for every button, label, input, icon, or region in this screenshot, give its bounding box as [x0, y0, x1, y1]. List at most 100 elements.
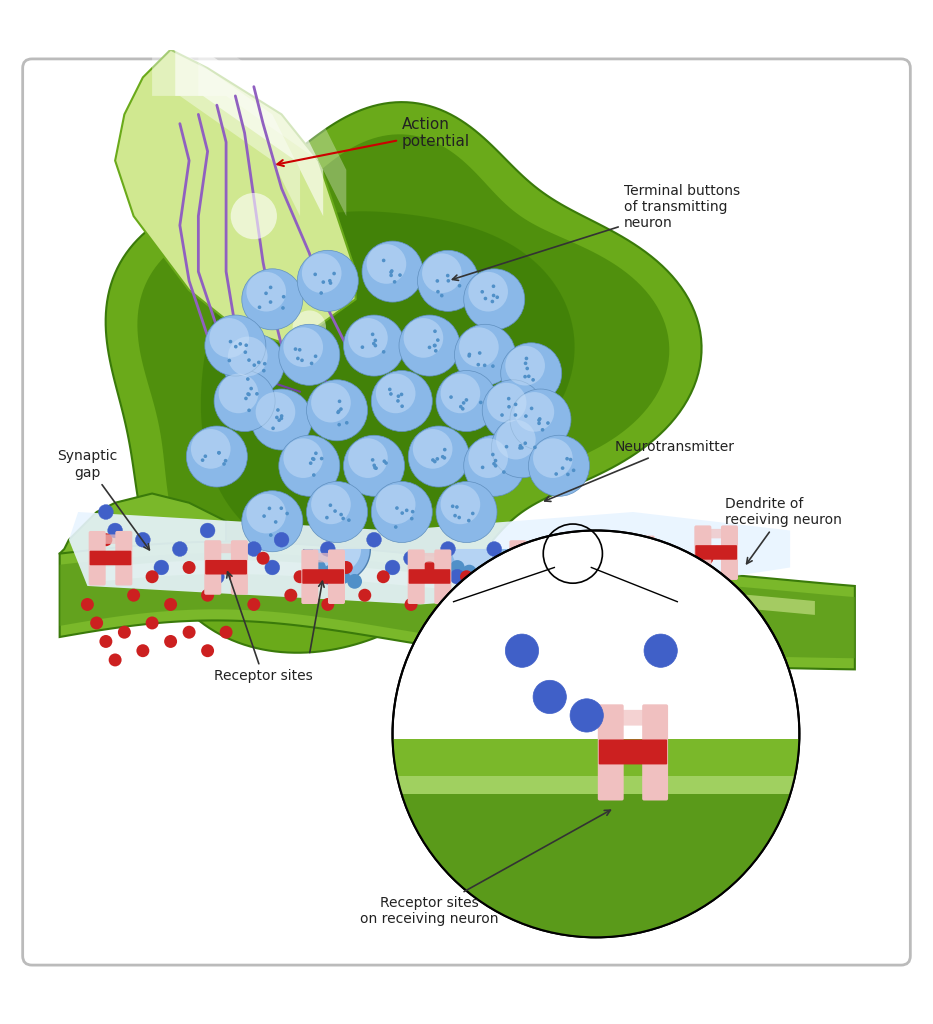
Circle shape	[372, 464, 376, 467]
Circle shape	[383, 460, 386, 463]
Circle shape	[367, 244, 406, 284]
FancyBboxPatch shape	[230, 541, 248, 595]
Circle shape	[384, 461, 388, 465]
Circle shape	[467, 352, 471, 356]
Circle shape	[457, 516, 461, 519]
Polygon shape	[201, 211, 575, 556]
Circle shape	[436, 371, 497, 431]
Circle shape	[348, 438, 388, 478]
Circle shape	[474, 569, 489, 584]
Circle shape	[520, 446, 523, 450]
Polygon shape	[137, 134, 669, 622]
Polygon shape	[60, 542, 855, 670]
Circle shape	[246, 494, 286, 534]
Circle shape	[388, 387, 392, 391]
Circle shape	[307, 481, 368, 543]
Circle shape	[468, 438, 508, 478]
Circle shape	[209, 318, 249, 357]
FancyBboxPatch shape	[302, 569, 344, 584]
Circle shape	[412, 429, 453, 469]
FancyBboxPatch shape	[638, 536, 655, 590]
Circle shape	[118, 626, 131, 639]
Circle shape	[494, 459, 497, 463]
Circle shape	[507, 397, 510, 400]
Circle shape	[479, 400, 482, 404]
Circle shape	[371, 481, 432, 543]
Circle shape	[183, 626, 196, 639]
Circle shape	[280, 417, 284, 420]
Circle shape	[514, 413, 517, 417]
Circle shape	[531, 378, 535, 382]
Circle shape	[533, 438, 573, 478]
Circle shape	[462, 564, 477, 580]
Circle shape	[300, 358, 304, 362]
FancyBboxPatch shape	[514, 544, 549, 553]
Circle shape	[423, 561, 436, 574]
Polygon shape	[115, 50, 355, 345]
Circle shape	[219, 626, 232, 639]
Circle shape	[492, 417, 552, 478]
Circle shape	[108, 653, 121, 667]
Circle shape	[572, 469, 576, 472]
Circle shape	[458, 284, 461, 288]
FancyBboxPatch shape	[599, 739, 667, 765]
Circle shape	[265, 560, 280, 574]
Circle shape	[477, 362, 480, 367]
Circle shape	[530, 407, 534, 411]
Circle shape	[450, 560, 465, 574]
Circle shape	[491, 453, 494, 457]
Circle shape	[471, 512, 475, 515]
Circle shape	[362, 241, 423, 302]
Circle shape	[446, 273, 450, 278]
Circle shape	[523, 361, 527, 366]
Circle shape	[284, 328, 323, 367]
Circle shape	[442, 456, 446, 460]
Circle shape	[217, 451, 221, 455]
Circle shape	[417, 250, 479, 311]
Circle shape	[244, 343, 248, 347]
FancyBboxPatch shape	[409, 569, 451, 584]
FancyBboxPatch shape	[694, 525, 711, 580]
Circle shape	[202, 589, 214, 602]
Circle shape	[447, 279, 450, 283]
Circle shape	[294, 347, 298, 351]
FancyBboxPatch shape	[642, 705, 668, 801]
Circle shape	[244, 396, 248, 400]
Polygon shape	[199, 50, 346, 216]
Circle shape	[322, 281, 325, 284]
Circle shape	[247, 409, 251, 412]
Circle shape	[224, 459, 228, 463]
Circle shape	[279, 325, 340, 385]
Circle shape	[486, 574, 501, 589]
Circle shape	[433, 344, 437, 347]
Circle shape	[370, 458, 374, 462]
Text: Receptor sites
on receiving neuron: Receptor sites on receiving neuron	[360, 810, 610, 926]
Circle shape	[285, 589, 298, 602]
Circle shape	[244, 350, 247, 354]
Circle shape	[454, 325, 516, 385]
Circle shape	[280, 414, 284, 418]
Circle shape	[249, 387, 253, 390]
Circle shape	[246, 271, 286, 311]
Polygon shape	[313, 549, 361, 573]
Circle shape	[546, 421, 550, 425]
Circle shape	[441, 589, 454, 602]
Circle shape	[146, 570, 159, 584]
Circle shape	[272, 426, 275, 430]
FancyBboxPatch shape	[611, 536, 628, 590]
Circle shape	[348, 318, 388, 357]
Circle shape	[253, 364, 256, 367]
Circle shape	[340, 513, 343, 516]
Circle shape	[389, 273, 393, 278]
Circle shape	[400, 404, 404, 408]
Circle shape	[277, 419, 281, 422]
Circle shape	[459, 404, 463, 409]
FancyBboxPatch shape	[536, 541, 553, 595]
Circle shape	[234, 345, 238, 348]
Circle shape	[451, 505, 454, 508]
Circle shape	[385, 560, 400, 574]
Circle shape	[256, 392, 296, 432]
Circle shape	[487, 383, 526, 423]
Circle shape	[281, 306, 285, 310]
FancyBboxPatch shape	[616, 539, 650, 549]
